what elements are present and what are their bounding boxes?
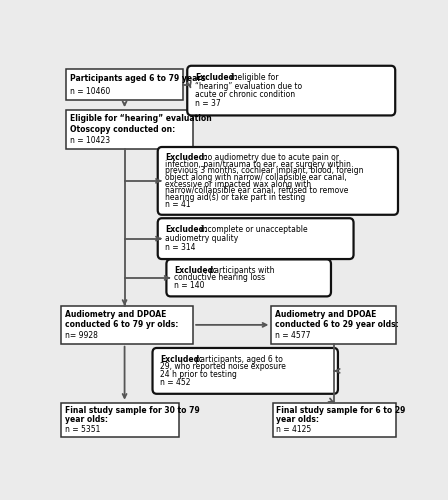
Text: 24 h prior to testing: 24 h prior to testing [160,370,237,380]
Text: Excluded:: Excluded: [165,226,207,234]
Text: acute or chronic condition: acute or chronic condition [195,90,295,100]
Text: “hearing” evaluation due to: “hearing” evaluation due to [195,82,302,90]
Text: n = 10423: n = 10423 [70,136,110,145]
Text: participants with: participants with [207,266,274,275]
Text: audiometry quality: audiometry quality [165,234,239,243]
Text: incomplete or unacceptable: incomplete or unacceptable [198,226,308,234]
Text: conductive hearing loss: conductive hearing loss [174,274,265,282]
Text: narrow/collapsible ear canal, refused to remove: narrow/collapsible ear canal, refused to… [165,186,349,196]
Text: n = 4125: n = 4125 [276,425,312,434]
Text: n = 452: n = 452 [160,378,191,387]
Text: n = 4577: n = 4577 [275,331,310,340]
Text: Eligible for “hearing” evaluation: Eligible for “hearing” evaluation [70,114,211,123]
FancyBboxPatch shape [271,306,396,344]
Text: year olds:: year olds: [276,416,319,424]
FancyBboxPatch shape [66,110,193,148]
Text: Otoscopy conducted on:: Otoscopy conducted on: [70,125,175,134]
Text: no audiometry due to acute pain or: no audiometry due to acute pain or [198,153,339,162]
Text: n = 37: n = 37 [195,99,220,108]
FancyBboxPatch shape [152,348,338,394]
FancyBboxPatch shape [187,66,395,116]
Text: hearing aid(s) or take part in testing: hearing aid(s) or take part in testing [165,193,306,202]
Text: 29, who reported noise exposure: 29, who reported noise exposure [160,362,286,372]
Text: Excluded:: Excluded: [174,266,216,275]
Text: n = 5351: n = 5351 [65,425,100,434]
FancyBboxPatch shape [273,402,396,438]
Text: Participants aged 6 to 79 years: Participants aged 6 to 79 years [70,74,206,82]
Text: year olds:: year olds: [65,416,108,424]
FancyBboxPatch shape [158,147,398,215]
Text: Final study sample for 30 to 79: Final study sample for 30 to 79 [65,406,199,414]
Text: conducted 6 to 79 yr olds:: conducted 6 to 79 yr olds: [65,320,178,330]
FancyBboxPatch shape [158,218,353,259]
Text: participants, aged 6 to: participants, aged 6 to [193,354,283,364]
Text: n = 314: n = 314 [165,243,196,252]
Text: object along with narrow/ collapsible ear canal,: object along with narrow/ collapsible ea… [165,173,347,182]
Text: n= 9928: n= 9928 [65,331,98,340]
FancyBboxPatch shape [61,402,179,438]
Text: Excluded:: Excluded: [165,153,207,162]
FancyBboxPatch shape [66,69,183,100]
Text: Final study sample for 6 to 29: Final study sample for 6 to 29 [276,406,406,414]
Text: Audiometry and DPOAE: Audiometry and DPOAE [65,310,166,318]
Text: conducted 6 to 29 year olds:: conducted 6 to 29 year olds: [275,320,398,330]
Text: Excluded:: Excluded: [195,73,237,82]
Text: infection, pain/trauma to ear, ear surgery within: infection, pain/trauma to ear, ear surge… [165,160,351,169]
Text: Audiometry and DPOAE: Audiometry and DPOAE [275,310,376,318]
Text: Excluded:: Excluded: [160,354,202,364]
Text: n = 140: n = 140 [174,281,205,290]
Text: excessive or impacted wax along with: excessive or impacted wax along with [165,180,311,188]
Text: n = 41: n = 41 [165,200,191,208]
FancyBboxPatch shape [166,260,331,296]
Text: previous 3 months, cochlear implant, blood, foreign: previous 3 months, cochlear implant, blo… [165,166,364,175]
Text: ineligible for: ineligible for [228,73,278,82]
FancyBboxPatch shape [61,306,193,344]
Text: n = 10460: n = 10460 [70,86,110,96]
